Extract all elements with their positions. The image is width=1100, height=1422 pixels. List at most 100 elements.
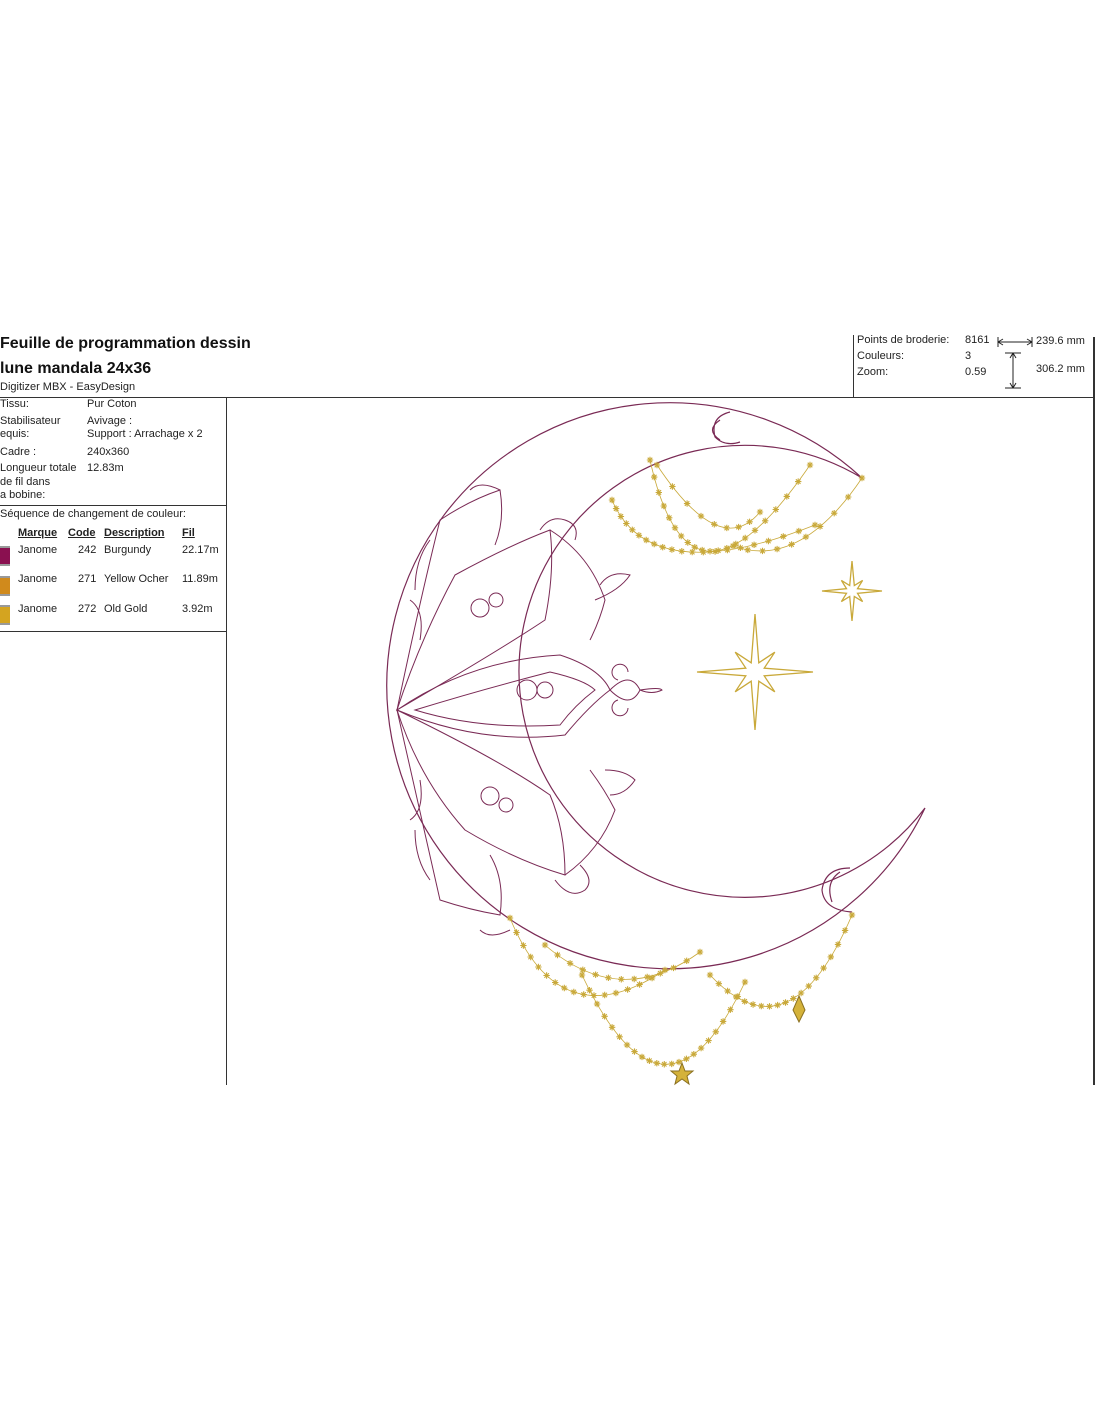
star-charm-icon (669, 1061, 695, 1086)
row-thread: 11.89m (182, 573, 218, 585)
garland-bead-icon (724, 546, 731, 554)
header-thread: Fil (182, 527, 195, 539)
bobbin-length-value: 12.83m (87, 462, 124, 474)
mandala (395, 484, 663, 936)
garland-bead-icon (834, 941, 842, 948)
fabric-value: Pur Coton (87, 398, 137, 410)
divider (1093, 337, 1095, 1085)
garland-bead-icon (813, 974, 820, 981)
garland-bead-icon (816, 523, 824, 530)
garland-bead-icon (592, 971, 599, 978)
frame-label: Cadre : (0, 446, 37, 458)
garland-bead-icon (506, 914, 514, 922)
garland-bead-icon (691, 544, 698, 551)
garland-bead-icon (636, 981, 643, 988)
garland-bead-icon (566, 960, 574, 967)
garland-bead-icon (561, 984, 568, 992)
garland-bead-icon (756, 508, 764, 516)
garland-bead-icon (719, 1018, 727, 1025)
garland-bead-icon (629, 526, 636, 533)
sequence-title: Séquence de changement de couleur: (0, 508, 186, 520)
garland-bead-icon (788, 541, 795, 548)
garland-bead-icon (848, 911, 856, 919)
height-value: 306.2 mm (1036, 363, 1085, 375)
garland-bead-icon (782, 999, 789, 1006)
garland-bead-icon (715, 980, 722, 987)
garland-bead-icon (666, 514, 673, 521)
frame-value: 240x360 (87, 446, 130, 458)
row-brand: Janome (18, 573, 58, 585)
garland-bead-icon (635, 532, 643, 539)
garland-bead-icon (802, 533, 810, 541)
garland-bead-icon (520, 942, 527, 949)
gold-garlands (506, 456, 866, 1068)
star-icon (696, 560, 883, 731)
garland-bead-icon (733, 993, 740, 1001)
garland-bead-icon (683, 500, 691, 507)
stitches-label: Points de broderie: (857, 334, 950, 346)
dimension-arrows-icon (997, 337, 1033, 389)
garland-bead-icon (766, 1003, 773, 1010)
garland-bead-icon (741, 978, 749, 986)
garland-bead-icon (700, 549, 707, 556)
row-code: 271 (78, 573, 97, 585)
garland-bead-icon (655, 489, 662, 496)
garland-bead-icon (751, 527, 759, 534)
garland-bead-icon (668, 1060, 675, 1068)
garland-bead-icon (684, 539, 691, 546)
garland-bead-icon (541, 941, 549, 949)
garland-bead-icon (845, 493, 852, 501)
garland-bead-icon (689, 548, 696, 556)
garland-bead-icon (724, 987, 731, 995)
row-thread: 22.17m (182, 544, 219, 556)
garland-bead-icon (706, 548, 714, 555)
width-value: 239.6 mm (1036, 335, 1085, 347)
divider (0, 631, 226, 632)
garland-bead-icon (711, 548, 719, 555)
garland-bead-icon (660, 502, 667, 510)
garland-bead-icon (535, 963, 542, 971)
header-description: Description (104, 527, 165, 539)
garland-bead-icon (795, 527, 802, 535)
garland-bead-icon (790, 995, 797, 1002)
garland-bead-icon (762, 517, 769, 524)
garland-bead-icon (697, 512, 705, 520)
garland-bead-icon (618, 976, 625, 983)
garland-bead-icon (797, 989, 805, 997)
garland-bead-icon (723, 545, 730, 552)
garland-bead-icon (653, 1060, 660, 1067)
garland-bead-icon (795, 478, 802, 485)
garland-bead-icon (579, 966, 586, 973)
garland-bead-icon (729, 542, 737, 550)
garland-bead-icon (765, 537, 772, 545)
colors-label: Couleurs: (857, 350, 905, 362)
garland-bead-icon (616, 1033, 623, 1040)
garland-bead-icon (683, 957, 690, 964)
stitches-value: 8161 (965, 334, 990, 346)
header-code: Code (68, 527, 96, 539)
garland-bead-icon (554, 951, 561, 959)
garland-bead-icon (831, 510, 838, 517)
row-brand: Janome (18, 544, 58, 556)
garland-thread (649, 459, 811, 552)
garland-bead-icon (612, 989, 620, 997)
garland-bead-icon (746, 518, 753, 525)
garland-bead-icon (631, 975, 638, 983)
zoom-value: 0.59 (965, 366, 987, 378)
garland-thread (709, 914, 853, 1007)
divider (853, 335, 854, 397)
garland-bead-icon (749, 1001, 757, 1008)
garland-bead-icon (780, 533, 787, 540)
diamond-charm-icon (792, 994, 806, 1024)
garland-bead-icon (711, 521, 718, 528)
garland-bead-icon (646, 1057, 653, 1064)
garland-bead-icon (759, 547, 766, 555)
divider (0, 397, 1093, 398)
garland-bead-icon (820, 964, 827, 972)
garland-bead-icon (727, 1006, 734, 1013)
header-brand: Marque (18, 527, 58, 539)
garland-bead-icon (744, 546, 751, 554)
garland-bead-icon (732, 540, 739, 548)
garland-thread (656, 464, 761, 529)
